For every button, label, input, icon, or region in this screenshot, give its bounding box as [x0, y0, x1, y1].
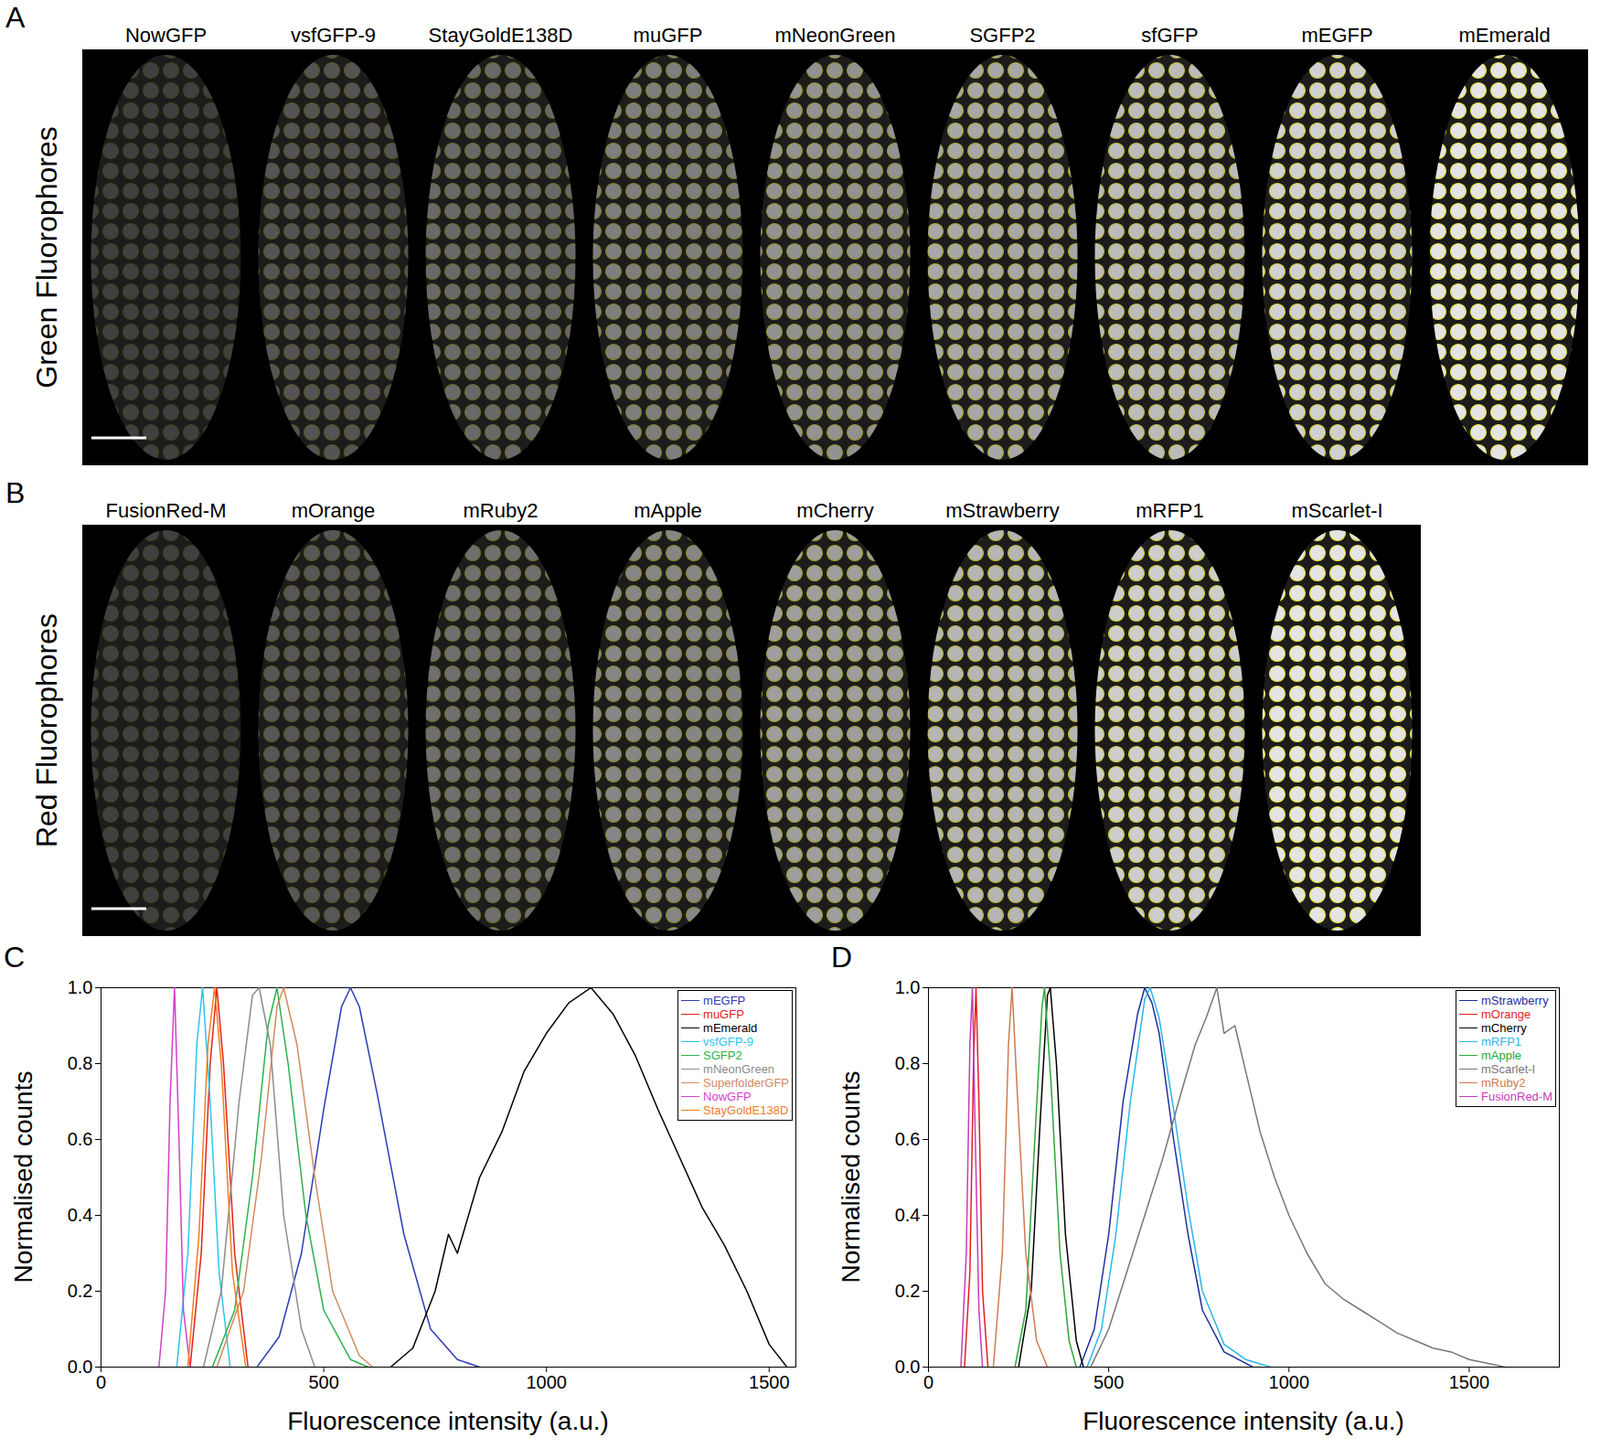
- svg-text:StayGoldE138D: StayGoldE138D: [428, 23, 574, 47]
- svg-text:mCherry: mCherry: [796, 499, 874, 523]
- svg-text:vsfGFP-9: vsfGFP-9: [290, 23, 376, 47]
- html-text:mEmerald: mEmerald: [703, 1021, 758, 1035]
- svg-text:B: B: [5, 476, 25, 510]
- html-text:muGFP: muGFP: [703, 1007, 745, 1022]
- html-text:StayGoldE138D: StayGoldE138D: [703, 1103, 789, 1118]
- html-text:mOrange: mOrange: [1481, 1007, 1531, 1022]
- svg-text:0.6: 0.6: [67, 1129, 94, 1150]
- html-text:D: D: [831, 940, 853, 974]
- svg-text:0.8: 0.8: [895, 1053, 921, 1074]
- html-text:mApple: mApple: [1481, 1048, 1522, 1063]
- html-text:Fluorescence intensity (a.u.): Fluorescence intensity (a.u.): [287, 1407, 609, 1436]
- svg-text:1500: 1500: [748, 1372, 790, 1393]
- svg-text:0.0: 0.0: [895, 1356, 921, 1377]
- svg-text:500: 500: [1093, 1372, 1124, 1393]
- html-text:mRFP1: mRFP1: [1481, 1034, 1522, 1049]
- svg-text:0: 0: [96, 1372, 107, 1393]
- svg-text:1.0: 1.0: [895, 977, 921, 998]
- svg-text:1000: 1000: [1269, 1372, 1311, 1393]
- svg-text:0.4: 0.4: [67, 1205, 94, 1226]
- svg-text:500: 500: [308, 1372, 339, 1393]
- html-text:vsfGFP-9: vsfGFP-9: [703, 1034, 754, 1049]
- svg-text:FusionRed-M: FusionRed-M: [105, 499, 226, 523]
- html-text:mEGFP: mEGFP: [703, 993, 746, 1008]
- html-text:SuperfolderGFP: SuperfolderGFP: [703, 1076, 790, 1090]
- svg-text:sfGFP: sfGFP: [1141, 23, 1198, 47]
- html-text:C: C: [3, 940, 25, 974]
- svg-text:A: A: [5, 0, 26, 34]
- html-text:mScarlet-I: mScarlet-I: [1481, 1062, 1536, 1077]
- html-text:mStrawberry: mStrawberry: [1481, 993, 1549, 1008]
- svg-text:0.2: 0.2: [895, 1280, 921, 1302]
- svg-text:mEmerald: mEmerald: [1458, 23, 1550, 47]
- svg-text:0.4: 0.4: [895, 1205, 921, 1226]
- html-text:mCherry: mCherry: [1481, 1021, 1527, 1035]
- svg-text:1.0: 1.0: [67, 977, 94, 998]
- html-text:FusionRed-M: FusionRed-M: [1481, 1089, 1553, 1104]
- svg-text:muGFP: muGFP: [633, 23, 704, 47]
- svg-text:0.8: 0.8: [67, 1053, 94, 1074]
- svg-text:0.0: 0.0: [67, 1356, 94, 1377]
- svg-text:mApple: mApple: [633, 499, 703, 523]
- svg-text:mEGFP: mEGFP: [1301, 23, 1373, 47]
- svg-text:Red Fluorophores: Red Fluorophores: [30, 613, 64, 848]
- svg-text:0: 0: [923, 1372, 934, 1393]
- svg-text:1500: 1500: [1449, 1372, 1491, 1393]
- svg-text:mRuby2: mRuby2: [463, 499, 539, 523]
- svg-text:mRFP1: mRFP1: [1135, 499, 1205, 523]
- svg-text:0.6: 0.6: [895, 1129, 921, 1150]
- html-text:mNeonGreen: mNeonGreen: [703, 1062, 775, 1077]
- svg-text:mNeonGreen: mNeonGreen: [774, 23, 896, 47]
- html-text:Fluorescence intensity (a.u.): Fluorescence intensity (a.u.): [1082, 1407, 1405, 1436]
- html-text:SGFP2: SGFP2: [703, 1048, 743, 1063]
- svg-text:mStrawberry: mStrawberry: [945, 499, 1060, 523]
- svg-text:SGFP2: SGFP2: [969, 23, 1035, 47]
- svg-text:mScarlet-I: mScarlet-I: [1290, 499, 1383, 523]
- html-text:Normalised counts: Normalised counts: [9, 1071, 38, 1284]
- svg-text:mOrange: mOrange: [291, 499, 376, 523]
- svg-text:NowGFP: NowGFP: [125, 23, 207, 47]
- svg-text:1000: 1000: [525, 1372, 567, 1393]
- html-text:NowGFP: NowGFP: [703, 1089, 752, 1104]
- svg-text:Green Fluorophores: Green Fluorophores: [30, 126, 64, 388]
- svg-text:0.2: 0.2: [67, 1280, 94, 1302]
- html-text:Normalised counts: Normalised counts: [836, 1071, 865, 1284]
- html-text:mRuby2: mRuby2: [1481, 1076, 1526, 1090]
